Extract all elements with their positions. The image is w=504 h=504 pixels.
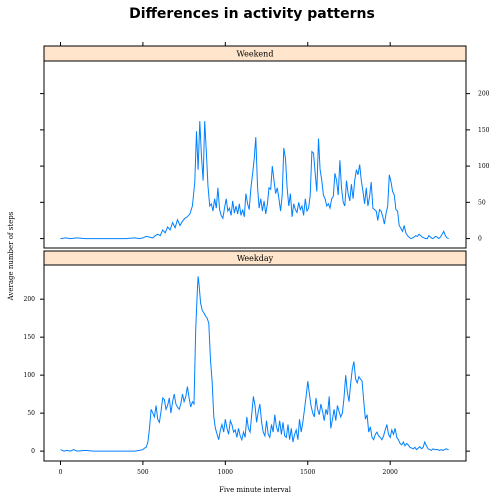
- strip-label-weekday: Weekday: [237, 254, 274, 263]
- y-tick-label: 50: [478, 199, 486, 206]
- y-tick-label: 200: [24, 296, 36, 303]
- y-tick-label: 0: [31, 448, 35, 455]
- x-tick-label: 1000: [218, 469, 233, 476]
- x-tick-label: 0: [59, 469, 63, 476]
- x-tick-label: 500: [137, 469, 149, 476]
- chart-title: Differences in activity patterns: [129, 6, 375, 22]
- y-tick-label: 150: [478, 127, 490, 134]
- x-axis-label: Five minute interval: [219, 486, 292, 494]
- y-tick-label: 0: [478, 236, 482, 243]
- strip-label-weekend: Weekend: [237, 50, 274, 59]
- x-tick-label: 2000: [383, 469, 398, 476]
- series-line-weekday: [60, 276, 449, 452]
- x-tick-label: 1500: [300, 469, 315, 476]
- y-tick-label: 100: [24, 372, 36, 379]
- series-line-weekend: [60, 121, 449, 240]
- panel-frame-weekend: [43, 60, 467, 249]
- panel-weekend: Weekend: [43, 45, 467, 249]
- panel-frame-weekday: [43, 264, 467, 462]
- y-tick-label: 200: [478, 91, 490, 98]
- panel-weekday: Weekday: [43, 250, 467, 462]
- y-tick-label: 50: [27, 410, 35, 417]
- y-tick-label: 100: [478, 163, 490, 170]
- y-axis-label: Average number of steps: [7, 211, 15, 301]
- y-tick-label: 150: [24, 334, 36, 341]
